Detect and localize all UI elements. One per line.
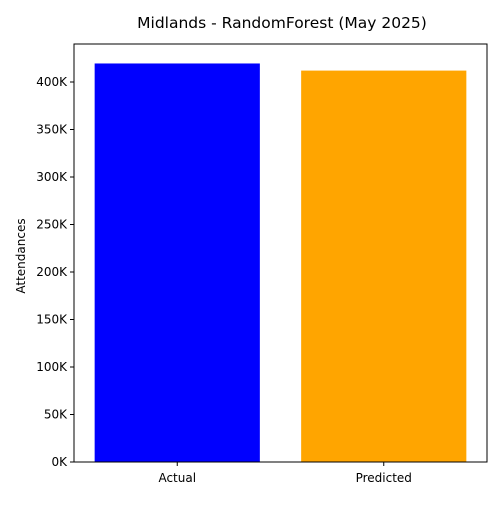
y-tick-label: 0K — [51, 455, 68, 469]
y-tick-label: 400K — [36, 75, 68, 89]
y-tick-label: 50K — [44, 408, 68, 422]
bar-predicted — [301, 70, 467, 462]
y-axis: 0K 50K 100K 150K 200K 250K 300K 350K 400K — [36, 75, 74, 469]
y-tick-label: 100K — [36, 360, 68, 374]
y-tick-label: 250K — [36, 218, 68, 232]
bar-actual — [94, 63, 260, 462]
y-tick-label: 350K — [36, 123, 68, 137]
plot-frame — [73, 43, 488, 463]
y-tick-label: 300K — [36, 170, 68, 184]
x-tick-label: Predicted — [356, 471, 412, 485]
bars-layer — [94, 63, 467, 462]
y-tick-label: 150K — [36, 313, 68, 327]
x-axis: Actual Predicted — [158, 462, 412, 485]
y-axis-label: Attendances — [14, 218, 28, 293]
x-tick-label: Actual — [158, 471, 196, 485]
y-tick-label: 200K — [36, 265, 68, 279]
chart-title: Midlands - RandomForest (May 2025) — [137, 14, 427, 32]
